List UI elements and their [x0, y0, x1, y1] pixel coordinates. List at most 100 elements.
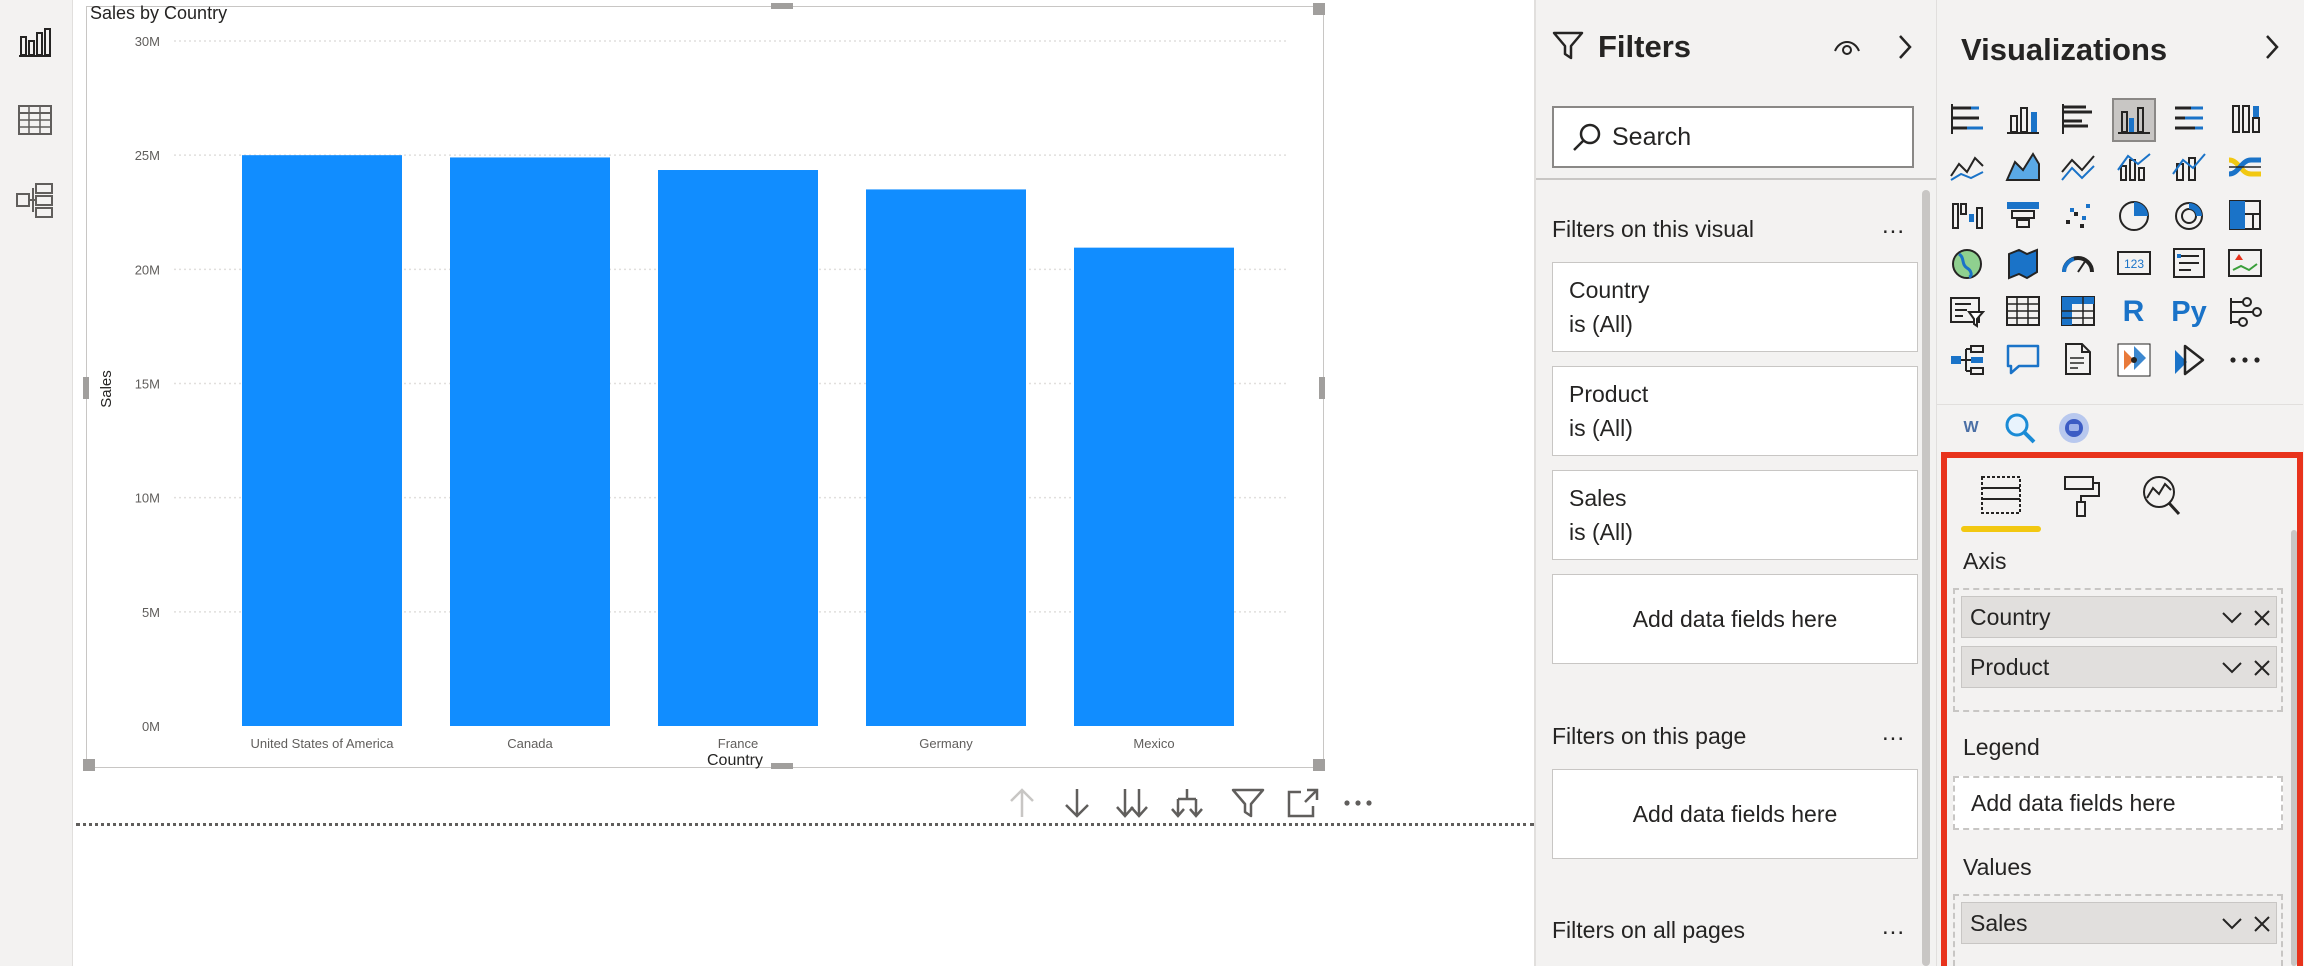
line-clustered-column-icon[interactable] — [2112, 146, 2156, 190]
clustered-column-visual[interactable] — [83, 3, 1325, 771]
table-grid-icon[interactable] — [15, 100, 55, 140]
pie-chart-icon[interactable] — [2112, 194, 2156, 238]
close-icon[interactable] — [2252, 914, 2272, 934]
x-tick-label: France — [718, 736, 758, 751]
filter-card-country[interactable]: Country is (All) — [1552, 262, 1918, 352]
report-view-icon[interactable] — [15, 22, 55, 62]
get-more-visuals-icon[interactable] — [2223, 338, 2267, 382]
axis-field-country[interactable]: Country — [1961, 596, 2277, 638]
more-options-all-pages-filters[interactable]: ... — [1882, 913, 1906, 940]
matrix-icon[interactable] — [2056, 290, 2100, 334]
python-visual-icon[interactable]: Py — [2167, 290, 2211, 334]
visual-filters-drop-zone[interactable]: Add data fields here — [1552, 574, 1918, 664]
kpi-icon[interactable] — [2223, 242, 2267, 286]
multi-row-card-icon[interactable] — [2167, 242, 2211, 286]
donut-chart-icon[interactable] — [2167, 194, 2211, 238]
stacked-column-icon[interactable] — [2001, 98, 2045, 142]
line-stacked-column-icon[interactable] — [2167, 146, 2211, 190]
filters-scrollbar[interactable] — [1922, 190, 1930, 966]
values-field-sales[interactable]: Sales — [1961, 902, 2277, 944]
axis-field-product[interactable]: Product — [1961, 646, 2277, 688]
stacked-area-icon[interactable] — [2056, 146, 2100, 190]
more-options-visual-filters[interactable]: ... — [1882, 212, 1906, 239]
funnel-chart-icon[interactable] — [2001, 194, 2045, 238]
bar[interactable] — [658, 170, 818, 727]
word-cloud-icon[interactable]: W — [1949, 408, 1993, 448]
area-chart-icon[interactable] — [2001, 146, 2045, 190]
report-canvas[interactable]: Sales by Country 0M 5M 10M 15M 20M 25M 30M Uni… — [74, 0, 1534, 966]
analytics-tab[interactable] — [2121, 470, 2201, 532]
chevron-down-icon[interactable] — [2222, 914, 2242, 934]
ribbon-chart-icon[interactable] — [2223, 146, 2267, 190]
decomposition-tree-icon[interactable] — [1945, 338, 1989, 382]
resize-handle-bottom-right[interactable] — [1313, 759, 1325, 771]
more-options-page-filters[interactable]: ... — [1882, 719, 1906, 746]
close-icon[interactable] — [2252, 658, 2272, 678]
resize-handle-bottom-left[interactable] — [83, 759, 95, 771]
filter-search-box[interactable] — [1552, 106, 1914, 168]
clustered-bar-icon[interactable] — [2056, 98, 2100, 142]
focus-mode-icon[interactable] — [1280, 783, 1326, 823]
map-icon[interactable] — [1945, 242, 1989, 286]
resize-handle-left[interactable] — [83, 377, 89, 399]
chevron-right-icon[interactable] — [1888, 30, 1922, 64]
waterfall-chart-icon[interactable] — [1945, 194, 1989, 238]
x-tick-label: Canada — [507, 736, 553, 751]
axis-well[interactable]: Country Product — [1953, 588, 2283, 712]
key-influencers-icon[interactable] — [2223, 290, 2267, 334]
stacked-bar-icon[interactable] — [1945, 98, 1989, 142]
fields-tab[interactable] — [1961, 470, 2041, 532]
chevron-down-icon[interactable] — [2222, 658, 2242, 678]
filter-card-product[interactable]: Product is (All) — [1552, 366, 1918, 456]
format-tab[interactable] — [2041, 470, 2121, 532]
custom-visual-icon[interactable] — [2047, 408, 2101, 448]
chevron-down-icon[interactable] — [2222, 608, 2242, 628]
close-icon[interactable] — [2252, 608, 2272, 628]
filled-map-icon[interactable] — [2001, 242, 2045, 286]
bar[interactable] — [450, 157, 610, 726]
filter-search-input[interactable] — [1612, 122, 1892, 152]
power-automate-icon[interactable] — [2167, 338, 2211, 382]
eye-icon[interactable] — [1830, 32, 1864, 62]
more-dots-icon[interactable] — [1335, 783, 1381, 823]
line-chart-icon[interactable] — [1945, 146, 1989, 190]
100-stacked-column-icon[interactable] — [2223, 98, 2267, 142]
double-arrow-down-icon[interactable] — [1109, 783, 1155, 823]
y-tick-label: 25M — [135, 148, 160, 163]
resize-handle-top[interactable] — [771, 3, 793, 9]
chevron-right-icon[interactable] — [2255, 30, 2289, 64]
slicer-icon[interactable] — [1945, 290, 1989, 334]
x-axis: United States of America Canada France Germ… — [250, 736, 1174, 751]
gauge-icon[interactable] — [2056, 242, 2100, 286]
paginated-report-icon[interactable] — [2056, 338, 2100, 382]
resize-handle-top-right[interactable] — [1313, 3, 1325, 15]
arrow-up-icon[interactable] — [999, 783, 1045, 823]
scatter-chart-icon[interactable] — [2056, 194, 2100, 238]
model-diagram-icon[interactable] — [15, 180, 55, 220]
page-filters-drop-zone[interactable]: Add data fields here — [1552, 769, 1918, 859]
y-axis-title: Sales — [98, 370, 115, 408]
card-icon[interactable]: 123 — [2112, 242, 2156, 286]
table-icon[interactable] — [2001, 290, 2045, 334]
bar[interactable] — [866, 189, 1026, 726]
fields-scrollbar[interactable] — [2291, 530, 2297, 966]
bar[interactable] — [1074, 247, 1234, 726]
funnel-icon[interactable] — [1225, 783, 1271, 823]
values-well[interactable]: Sales — [1953, 894, 2283, 966]
filter-card-sales[interactable]: Sales is (All) — [1552, 470, 1918, 560]
legend-drop-zone[interactable]: Add data fields here — [1953, 776, 2283, 830]
clustered-column-icon[interactable] — [2111, 98, 2156, 142]
fork-arrow-down-icon[interactable] — [1164, 783, 1210, 823]
filter-field-name: Country — [1569, 277, 1650, 303]
resize-handle-bottom[interactable] — [771, 763, 793, 769]
bar[interactable] — [242, 155, 402, 726]
qa-icon[interactable] — [2001, 338, 2045, 382]
resize-handle-right[interactable] — [1319, 377, 1325, 399]
power-apps-icon[interactable] — [2112, 338, 2156, 382]
divider — [1536, 178, 1936, 180]
arrow-down-icon[interactable] — [1054, 783, 1100, 823]
100-stacked-bar-icon[interactable] — [2167, 98, 2211, 142]
treemap-icon[interactable] — [2223, 194, 2267, 238]
r-visual-icon[interactable]: R — [2112, 290, 2156, 334]
search-visual-icon[interactable] — [1993, 408, 2047, 448]
